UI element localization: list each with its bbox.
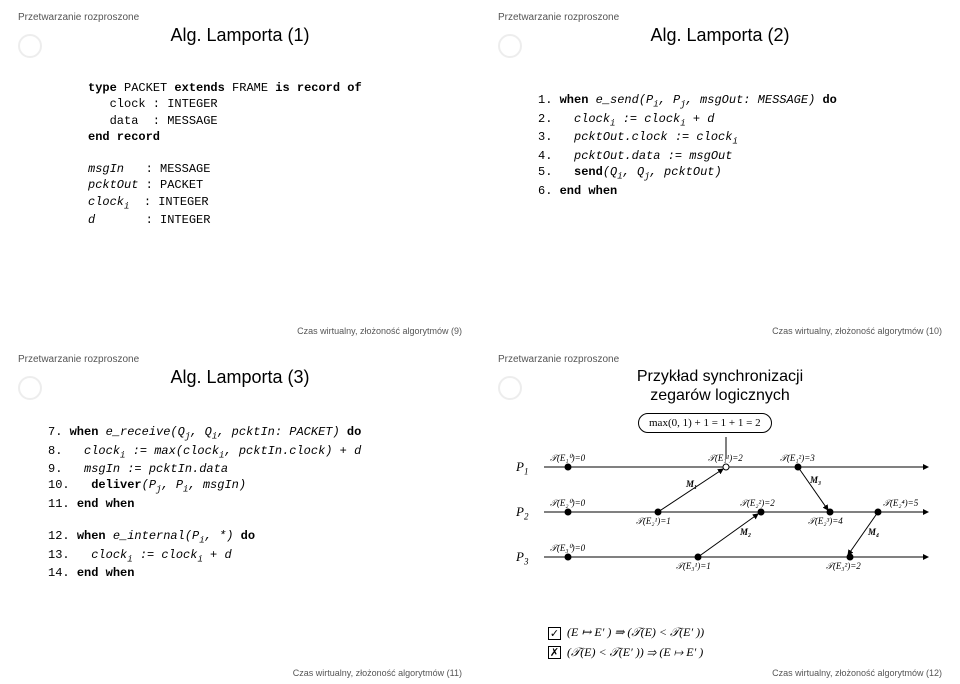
message-label: M₂ [740,527,751,537]
implication-false: ✗(𝒯(E) < 𝒯(E′ )) ⇒ (E ↦ E′ ) [548,643,942,662]
event-label: 𝒯(E₃²)=2 [826,561,861,572]
event-node [723,464,730,471]
event-node [695,554,702,561]
event-label: 𝒯(E₁⁰)=0 [550,453,585,464]
event-label: 𝒯(E₁¹)=2 [708,453,743,464]
event-node [795,464,802,471]
slide-title: Przykład synchronizacji zegarów logiczny… [498,367,942,405]
slide-footer: Czas wirtualny, złożoność algorytmów (9) [297,326,462,336]
cross-icon: ✗ [548,646,561,659]
code-block: 7. when e_receive(Qj, Qi, pcktIn: PACKET… [48,408,462,598]
timeline-diagram: max(0, 1) + 1 = 1 + 1 = 2 P1 P2 [508,417,948,617]
logo-watermark [12,28,48,64]
event-node [655,509,662,516]
message-label: M₁ [686,479,697,489]
logo-watermark [492,28,528,64]
code-block: type PACKET extends FRAME is record of c… [88,64,462,244]
message-arrows [508,417,948,617]
event-label: 𝒯(E₁²)=3 [780,453,815,464]
event-label: 𝒯(E₃¹)=1 [676,561,711,572]
event-node [847,554,854,561]
event-label: 𝒯(E₂²)=2 [740,498,775,509]
slide-title: Alg. Lamporta (3) [18,367,462,388]
event-label: 𝒯(E₂⁴)=5 [883,498,918,509]
code-block: 1. when e_send(Pi, Pj, msgOut: MESSAGE) … [538,76,942,215]
implication-true: ✓(E ↦ E′ ) ⇒ (𝒯(E) < 𝒯(E′ )) [548,623,942,642]
event-label: 𝒯(E₃⁰)=0 [550,543,585,554]
header: Przetwarzanie rozproszone [498,12,942,23]
process-label-2: P2 [516,504,528,522]
event-node [565,464,572,471]
slide-footer: Czas wirtualny, złożoność algorytmów (12… [772,668,942,678]
message-label: M₄ [868,527,879,537]
slide-1: Przetwarzanie rozproszone Alg. Lamporta … [0,0,480,342]
header: Przetwarzanie rozproszone [18,12,462,23]
header: Przetwarzanie rozproszone [498,354,942,365]
event-node [758,509,765,516]
logo-watermark [492,370,528,406]
event-label: 𝒯(E₂¹)=1 [636,516,671,527]
message-label: M₃ [810,475,821,485]
kw: type [88,81,117,95]
slide-title: Alg. Lamporta (2) [498,25,942,46]
process-label-3: P3 [516,549,528,567]
slide-title: Alg. Lamporta (1) [18,25,462,46]
slide-4: Przetwarzanie rozproszone Przykład synch… [480,342,960,684]
event-node [827,509,834,516]
slide-footer: Czas wirtualny, złożoność algorytmów (10… [772,326,942,336]
slide-3: Przetwarzanie rozproszone Alg. Lamporta … [0,342,480,684]
cloud-annotation: max(0, 1) + 1 = 1 + 1 = 2 [638,413,772,433]
implication-block: ✓(E ↦ E′ ) ⇒ (𝒯(E) < 𝒯(E′ )) ✗(𝒯(E) < 𝒯(… [548,623,942,661]
event-node [565,554,572,561]
logo-watermark [12,370,48,406]
event-node [565,509,572,516]
slide-2: Przetwarzanie rozproszone Alg. Lamporta … [480,0,960,342]
event-label: 𝒯(E₂⁰)=0 [550,498,585,509]
slide-footer: Czas wirtualny, złożoność algorytmów (11… [293,668,462,678]
event-label: 𝒯(E₂³)=4 [808,516,843,527]
check-icon: ✓ [548,627,561,640]
header: Przetwarzanie rozproszone [18,354,462,365]
process-label-1: P1 [516,459,528,477]
event-node [875,509,882,516]
